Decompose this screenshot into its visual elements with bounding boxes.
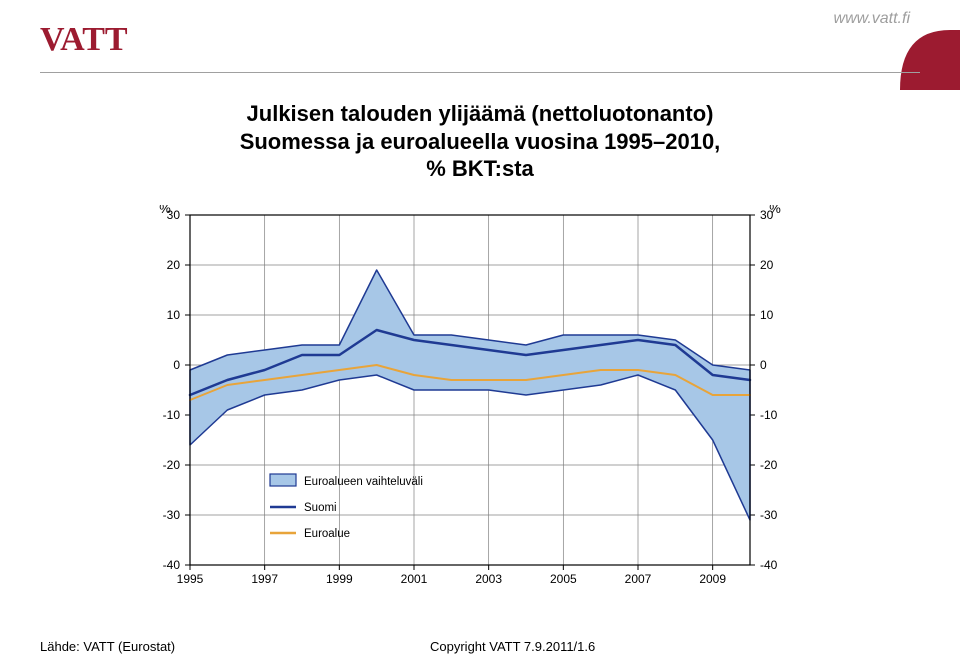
- svg-text:1997: 1997: [251, 572, 278, 586]
- svg-text:Euroalueen vaihteluväli: Euroalueen vaihteluväli: [304, 476, 423, 488]
- title-line1: Julkisen talouden ylijäämä (nettoluotona…: [247, 101, 714, 126]
- footer-copyright: Copyright VATT 7.9.2011/1.6: [430, 639, 595, 654]
- svg-text:2009: 2009: [699, 572, 726, 586]
- svg-text:-40: -40: [163, 558, 181, 572]
- corner-motif: [900, 30, 960, 95]
- svg-text:-10: -10: [760, 408, 778, 422]
- svg-text:-30: -30: [760, 508, 778, 522]
- svg-text:Suomi: Suomi: [304, 502, 337, 514]
- svg-text:0: 0: [760, 358, 767, 372]
- svg-text:10: 10: [760, 308, 774, 322]
- svg-text:2003: 2003: [475, 572, 502, 586]
- svg-text:%: %: [769, 205, 781, 216]
- svg-text:10: 10: [167, 308, 181, 322]
- svg-text:1995: 1995: [177, 572, 204, 586]
- svg-text:20: 20: [760, 258, 774, 272]
- svg-text:%: %: [159, 205, 171, 216]
- svg-text:2007: 2007: [625, 572, 652, 586]
- title-line2: Suomessa ja euroalueella vuosina 1995–20…: [240, 129, 721, 154]
- title-line3: % BKT:sta: [426, 156, 534, 181]
- header-divider: [40, 72, 920, 73]
- svg-text:20: 20: [167, 258, 181, 272]
- svg-text:2005: 2005: [550, 572, 577, 586]
- svg-text:2001: 2001: [401, 572, 428, 586]
- chart: 30302020101000-10-10-20-20-30-30-40-40%%…: [120, 205, 840, 610]
- page-title: Julkisen talouden ylijäämä (nettoluotona…: [0, 100, 960, 183]
- logo: VATT: [40, 15, 160, 66]
- svg-text:-30: -30: [163, 508, 181, 522]
- website-url: www.vatt.fi: [834, 10, 910, 28]
- svg-text:-10: -10: [163, 408, 181, 422]
- svg-text:1999: 1999: [326, 572, 353, 586]
- svg-text:-40: -40: [760, 558, 778, 572]
- svg-text:Euroalue: Euroalue: [304, 528, 350, 540]
- logo-text: VATT: [40, 21, 128, 58]
- footer-source: Lähde: VATT (Eurostat): [40, 639, 175, 654]
- svg-text:-20: -20: [163, 458, 181, 472]
- svg-text:0: 0: [173, 358, 180, 372]
- svg-text:-20: -20: [760, 458, 778, 472]
